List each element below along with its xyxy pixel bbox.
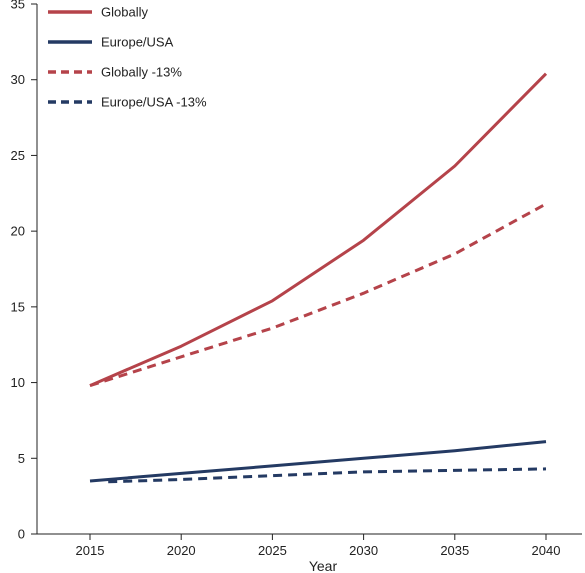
legend-label-1: Globally	[101, 5, 148, 20]
x-axis-title: Year	[309, 558, 338, 573]
y-ticks: 0 5 10 15 20 25 30 35	[11, 0, 37, 542]
y-tick-label: 5	[18, 451, 25, 466]
y-tick-label: 35	[11, 0, 25, 12]
legend-label-4: Europe/USA -13%	[101, 95, 207, 110]
y-tick-label: 25	[11, 148, 25, 163]
legend-label-2: Europe/USA	[101, 35, 174, 50]
axes	[36, 4, 582, 535]
y-tick-label: 15	[11, 299, 25, 314]
legend-label-3: Globally -13%	[101, 65, 182, 80]
x-tick-label: 2030	[349, 543, 378, 558]
series-line-3	[89, 202, 547, 388]
y-tick-label: 20	[11, 224, 25, 239]
x-tick-label: 2040	[532, 543, 561, 558]
x-tick-label: 2015	[76, 543, 105, 558]
series-line-2	[89, 440, 547, 483]
x-tick-label: 2025	[258, 543, 287, 558]
x-tick-label: 2035	[440, 543, 469, 558]
series-layer	[89, 72, 548, 484]
y-tick-label: 10	[11, 375, 25, 390]
x-tick-label: 2020	[167, 543, 196, 558]
y-tick-label: 30	[11, 72, 25, 87]
series-line-1	[89, 72, 548, 387]
x-ticks: 2015 2020 2025 2030 2035 2040	[76, 534, 561, 558]
series-line-4	[108, 467, 547, 484]
y-tick-label: 0	[18, 527, 25, 542]
legend: Globally Europe/USA Globally -13% Europe/US…	[48, 5, 207, 110]
